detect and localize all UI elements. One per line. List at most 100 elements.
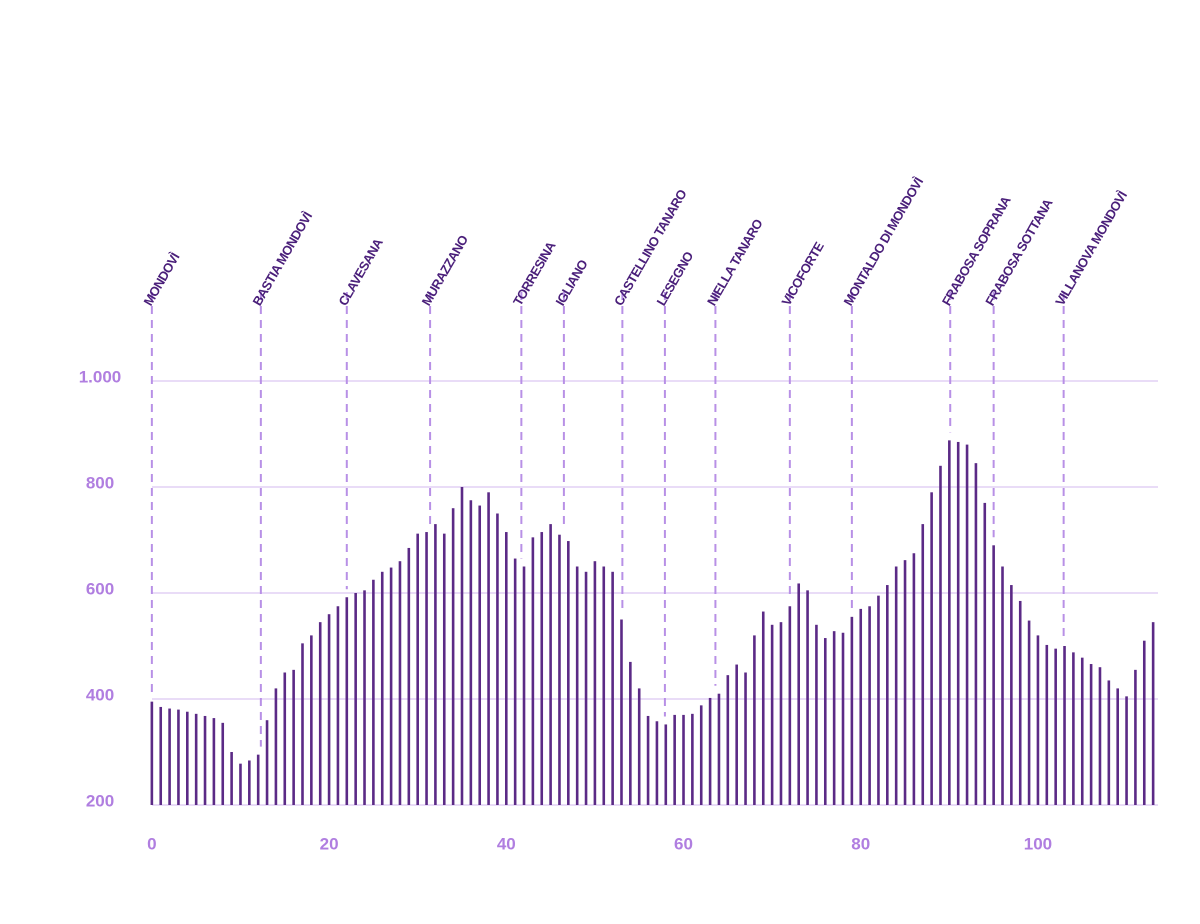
bar [318,622,322,805]
bar [327,614,331,805]
bar [602,566,606,805]
bar [735,664,738,805]
bar [992,545,995,805]
x-tick-label: 40 [497,834,516,853]
bar [372,579,375,805]
bar [699,705,703,805]
bar [948,440,951,805]
bar [1098,667,1102,805]
bar [629,661,632,805]
bar [744,672,747,805]
bar [496,513,499,805]
bar [877,595,880,805]
bar [1018,600,1022,805]
bar [150,701,154,805]
bar [416,533,419,805]
bar [620,619,623,805]
bar [868,606,871,805]
bar [177,709,180,805]
bar [832,631,836,805]
bar [460,487,464,805]
bar [1072,652,1075,805]
bar [584,571,588,805]
bar [823,638,827,805]
x-tick-label: 60 [674,834,693,853]
bar [212,718,216,805]
bar [664,724,668,805]
bar [575,566,579,805]
bar [513,558,517,805]
bar [248,760,251,805]
bar [1089,664,1093,805]
bar [336,606,340,805]
town-label: TORRESINA [510,238,559,308]
bar [522,566,526,805]
bar [655,721,659,805]
town-label: BASTIA MONDOVÌ [249,210,315,309]
bar [549,524,552,805]
bar [761,611,765,805]
bar [168,708,171,805]
bar [1001,566,1004,805]
bar [921,524,925,805]
bar [230,752,233,805]
bar [558,534,561,805]
bar [859,608,863,805]
bar [1063,646,1066,805]
bar [1054,648,1057,805]
town-label: LESEGNO [653,249,696,308]
bar [770,624,774,805]
bar [194,713,198,805]
bar [531,537,535,805]
town-label: NIELLA TANARO [704,216,766,308]
bar [487,492,490,805]
bar [1045,644,1049,805]
bar [451,508,455,805]
bar [283,672,287,805]
bar [567,541,570,805]
bar [389,567,393,805]
town-label: CASTELLINO TANARO [611,187,690,308]
town-label: VICOFORTE [778,239,827,308]
bar [1036,635,1040,805]
bar [1116,688,1119,805]
bar [779,622,783,805]
town-label: CLAVESANA [335,235,386,308]
town-label: MONDOVÌ [140,251,182,309]
bar [1142,640,1146,805]
bar [239,763,242,805]
bar [974,463,978,805]
x-tick-label: 100 [1024,834,1052,853]
bar [797,583,801,805]
bar [469,500,473,805]
bar [717,693,721,805]
bar [425,532,428,805]
bar [1125,696,1128,805]
bar [1134,669,1137,805]
bar [894,566,898,805]
bar [1151,622,1155,805]
y-tick-label: 600 [86,579,114,598]
bar [310,635,313,805]
y-tick-label: 800 [86,473,114,492]
bar [886,585,889,805]
town-label: VILLANOVA MONDOVÌ [1052,189,1130,308]
y-tick-label: 1.000 [79,367,122,386]
bar [363,590,366,805]
bar [1080,657,1084,805]
bar [939,465,942,805]
bar [983,502,987,805]
bar [682,714,685,805]
bar [806,590,809,805]
town-label: IGLIANO [552,257,590,308]
bar [203,715,207,805]
bar [380,571,384,805]
bar [274,688,278,805]
bar [256,754,260,805]
bar [788,606,792,805]
bar [478,505,482,805]
y-tick-label: 200 [86,791,114,810]
bar [345,597,349,805]
